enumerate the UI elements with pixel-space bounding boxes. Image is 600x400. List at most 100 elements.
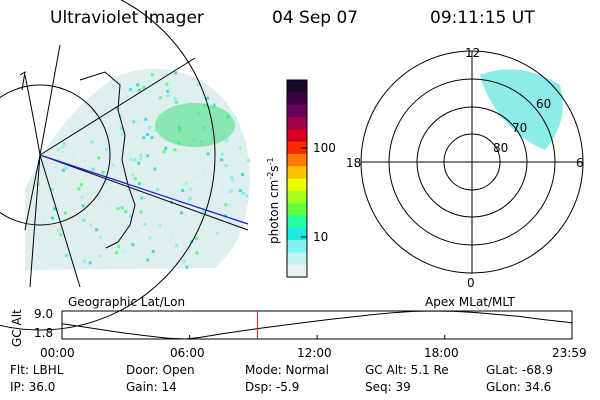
emission-pixel	[83, 158, 87, 162]
emission-pixel	[124, 210, 128, 214]
altitude-xtick-4: 23:59	[552, 346, 587, 360]
emission-pixel	[139, 157, 143, 161]
emission-pixel	[241, 172, 245, 176]
lat-lon-grid	[0, 0, 249, 331]
emission-pixel	[206, 96, 209, 100]
emission-pixel	[124, 250, 128, 254]
emission-pixel	[131, 243, 135, 247]
date-label: 04 Sep 07	[272, 8, 359, 28]
emission-pixel	[86, 193, 90, 196]
emission-pixel	[116, 207, 120, 211]
emission-pixel	[220, 158, 224, 162]
emission-pixel	[215, 231, 219, 235]
info-gcalt: GC Alt: 5.1 Re	[365, 363, 449, 377]
colorbar-segment	[287, 116, 307, 130]
colorbar-segment	[287, 227, 307, 241]
emission-pixel	[195, 254, 199, 258]
emission-pixel	[168, 88, 172, 92]
emission-pixel	[174, 85, 178, 89]
altitude-xtick-3: 18:00	[424, 346, 459, 360]
emission-pixel	[246, 122, 250, 126]
emission-pixel	[115, 251, 118, 255]
emission-pixel	[189, 187, 193, 191]
altitude-curve	[61, 310, 572, 340]
colorbar-segment	[287, 240, 307, 253]
coastline	[79, 71, 136, 249]
emission-pixel	[246, 159, 250, 163]
colorbar-segment	[287, 80, 307, 93]
colorbar-segment	[287, 264, 307, 278]
emission-pixel	[238, 189, 242, 193]
emission-pixel	[137, 182, 141, 186]
emission-pixel	[121, 248, 125, 252]
emission-pixel	[184, 181, 188, 185]
emission-pixel	[131, 173, 135, 177]
emission-pixel	[138, 88, 142, 92]
polar-aurora	[480, 69, 563, 150]
emission-pixel	[129, 215, 133, 218]
emission-pixel	[109, 187, 113, 191]
colorbar-segment	[287, 166, 307, 179]
emission-pixel	[65, 254, 68, 258]
polar-lat-60: 60	[536, 97, 552, 111]
emission-pixel	[77, 187, 81, 191]
emission-pixel	[241, 244, 245, 248]
emission-pixel	[231, 73, 234, 77]
emission-pixel	[223, 86, 227, 90]
emission-pixel	[62, 142, 66, 146]
colorbar-segment	[287, 203, 307, 216]
altitude-xtick-0: 00:00	[40, 346, 75, 360]
colorbar-frame	[286, 79, 308, 278]
left-panel-label: Geographic Lat/Lon	[68, 295, 186, 309]
satellite-track	[39, 154, 249, 225]
emission-pixel	[227, 202, 231, 206]
emission-pixel	[224, 203, 228, 207]
polar-lat-70: 70	[512, 121, 528, 135]
altitude-xtick-2: 12:00	[297, 346, 332, 360]
emission-pixel	[173, 97, 177, 101]
emission-pixel	[136, 120, 140, 124]
emission-pixel	[89, 223, 93, 227]
emission-pixel	[148, 125, 152, 129]
info-mode: Mode: Normal	[245, 363, 329, 377]
colorbar-segment	[287, 190, 307, 204]
emission-pixel	[156, 188, 159, 192]
emission-pixel	[212, 103, 216, 107]
emission-pixel	[245, 194, 249, 198]
emission-pixel	[117, 244, 121, 248]
colorbar-segment	[287, 178, 307, 192]
emission-pixel	[137, 161, 141, 165]
emission-pixel	[234, 115, 238, 119]
emission-pixel	[57, 228, 61, 232]
emission-pixel	[133, 177, 137, 181]
emission-pixel	[103, 181, 107, 185]
emission-pixel	[62, 168, 65, 172]
emission-pixel	[53, 207, 56, 211]
emission-pixel	[146, 133, 150, 136]
polar-plot	[360, 50, 584, 274]
emission-pixel	[188, 196, 192, 200]
emission-pixel	[142, 85, 146, 89]
emission-pixel	[90, 140, 94, 144]
emission-pixel	[162, 150, 166, 154]
emission-pixel	[129, 88, 133, 91]
info-ip: IP: 36.0	[10, 380, 56, 394]
emission-pixel	[81, 204, 85, 208]
emission-pixel	[82, 259, 86, 263]
emission-pixel	[231, 179, 235, 182]
emission-pixel	[133, 158, 137, 162]
emission-pixel	[150, 73, 154, 77]
right-panel-label: Apex MLat/MLT	[425, 295, 515, 309]
emission-pixel	[150, 136, 154, 140]
colorbar-segment	[287, 153, 307, 167]
emission-pixel	[241, 191, 245, 195]
colorbar-label: photon cm-2s-1	[266, 157, 281, 244]
emission-pixel	[64, 166, 68, 170]
info-seq: Seq: 39	[365, 380, 411, 394]
emission-pixel	[221, 187, 225, 191]
altitude-xticks-marks	[61, 335, 573, 339]
emission-pixel	[196, 83, 200, 87]
emission-pixel	[59, 233, 63, 237]
emission-pixel	[153, 167, 157, 171]
